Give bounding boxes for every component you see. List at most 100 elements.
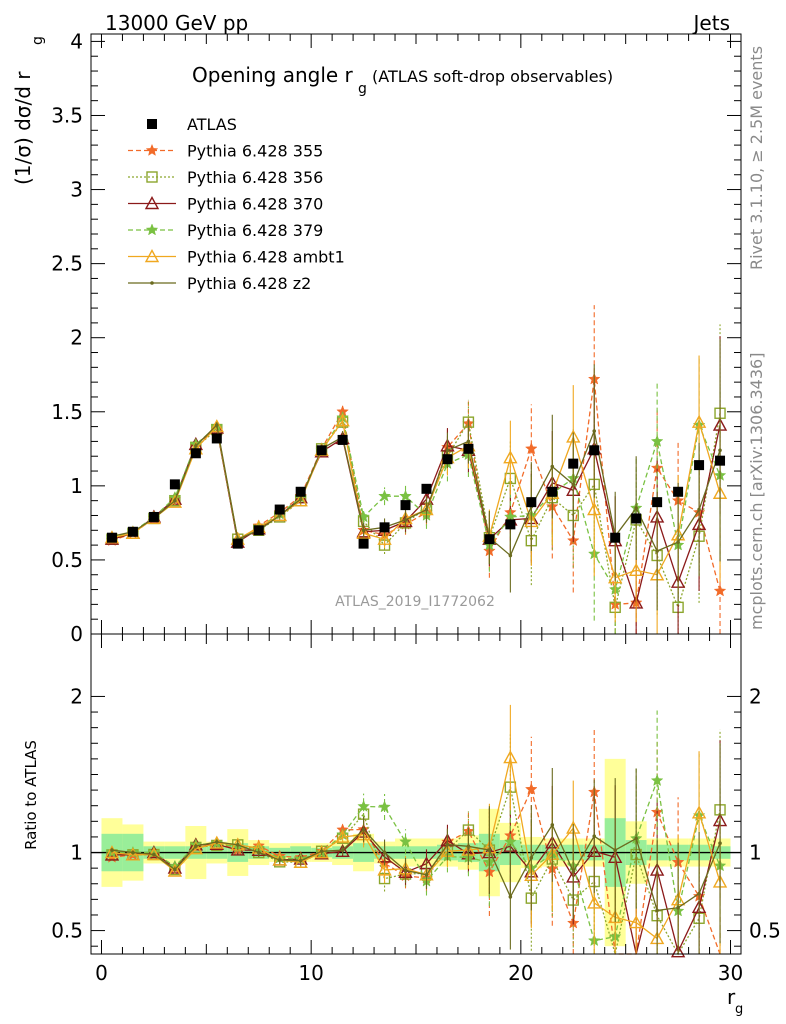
legend-label: ATLAS xyxy=(187,115,237,134)
ratio-point xyxy=(697,891,701,896)
series-5 xyxy=(110,339,722,611)
x-axis-label: r xyxy=(727,985,736,1009)
series-1 xyxy=(106,324,726,634)
ratio-line xyxy=(111,823,721,912)
ratio-point xyxy=(256,850,261,855)
series-line xyxy=(111,416,721,592)
series-point xyxy=(628,562,644,576)
rivet-label: Rivet 3.1.10, ≥ 2.5M events xyxy=(747,46,766,270)
data-point xyxy=(190,448,201,459)
mcplots-label: mcplots.cern.ch [arXiv:1306.3436] xyxy=(747,353,766,630)
ratio-point xyxy=(508,895,513,899)
ratio-tick-label-right: 1 xyxy=(749,841,762,865)
ratio-point xyxy=(335,829,350,843)
ratio-point xyxy=(403,868,408,873)
series-point xyxy=(272,508,287,522)
series-point xyxy=(718,448,722,453)
ratio-point xyxy=(319,849,324,854)
data-point xyxy=(253,525,264,536)
legend-marker xyxy=(150,281,154,285)
legend-label: Pythia 6.428 356 xyxy=(187,168,323,187)
watermark: ATLAS_2019_I1772062 xyxy=(335,594,495,610)
ratio-point xyxy=(592,834,597,838)
ratio-point xyxy=(634,836,638,841)
data-point xyxy=(211,433,222,444)
ratio-frame xyxy=(90,633,742,955)
y-tick-label: 0 xyxy=(70,622,83,646)
series-point xyxy=(466,439,471,444)
series-point xyxy=(377,531,392,545)
data-point xyxy=(715,455,726,466)
main-panel: 0 0.5 1 1.5 2 2.5 3 3.5 4 ATLAS_2019_I1772062 Op… xyxy=(11,29,742,646)
y-tick-label: 4 xyxy=(70,29,83,53)
data-point xyxy=(169,479,180,490)
legend-label: Pythia 6.428 370 xyxy=(187,195,323,214)
legend-marker xyxy=(144,249,160,263)
ratio-point xyxy=(424,873,429,877)
x-tick-label: 30 xyxy=(718,961,743,985)
series-point xyxy=(209,419,224,433)
series-line xyxy=(111,419,721,579)
energy-label: 13000 GeV pp xyxy=(105,11,248,35)
ratio-panel: 0.5 0.51 12 20 10 20 30 Ratio to ATLAS r g xyxy=(22,633,781,1017)
series-point xyxy=(713,584,727,597)
y-tick-label: 3.5 xyxy=(51,103,83,127)
ratio-point xyxy=(298,858,303,863)
series-point xyxy=(587,502,602,516)
main-series-layer xyxy=(104,305,728,634)
legend: ATLAS Pythia 6.428 355 Pythia 6.428 356 Pyt… xyxy=(128,115,345,293)
data-point xyxy=(295,486,306,497)
legend-entry: ATLAS xyxy=(147,115,237,134)
data-point xyxy=(589,445,600,456)
ratio-tick-label-right: 2 xyxy=(749,684,762,708)
series-point xyxy=(424,507,429,512)
data-point xyxy=(148,511,159,522)
main-axes: 0 0.5 1 1.5 2 2.5 3 3.5 4 xyxy=(51,29,741,646)
legend-label: Pythia 6.428 379 xyxy=(187,221,323,240)
legend-entry: Pythia 6.428 355 xyxy=(128,142,323,161)
data-point xyxy=(400,500,411,511)
ratio-point xyxy=(104,845,120,859)
y-tick-label: 1.5 xyxy=(51,400,83,424)
ratio-point xyxy=(676,906,680,910)
ratio-point xyxy=(125,847,141,861)
series-point xyxy=(167,494,183,508)
y-tick-label: 2 xyxy=(70,326,83,350)
ratio-point xyxy=(466,844,471,849)
series-point xyxy=(592,429,597,433)
ratio-tick-label-right: 0.5 xyxy=(749,919,781,943)
chart-title-suffix: (ATLAS soft-drop observables) xyxy=(372,67,613,86)
series-point xyxy=(650,434,664,447)
series-point xyxy=(655,549,659,553)
ratio-point xyxy=(587,895,602,909)
ratio-point xyxy=(628,915,644,929)
series-point xyxy=(608,570,623,584)
series-point xyxy=(445,448,450,453)
series-point xyxy=(293,493,308,507)
data-point xyxy=(526,497,537,508)
legend-marker xyxy=(147,119,157,129)
ratio-point xyxy=(529,855,534,860)
data-point xyxy=(505,519,516,530)
data-point xyxy=(463,443,474,454)
ratio-point xyxy=(194,844,198,848)
series-point xyxy=(571,482,576,487)
data-point xyxy=(694,460,705,471)
data-point xyxy=(358,538,369,549)
legend-label: Pythia 6.428 ambt1 xyxy=(187,248,345,267)
ratio-point xyxy=(670,944,686,958)
data-point xyxy=(547,486,558,497)
ratio-point xyxy=(277,858,282,862)
ratio-point xyxy=(571,869,576,874)
series-line xyxy=(111,423,721,557)
ratio-series-5 xyxy=(110,743,722,954)
series-point xyxy=(697,507,701,512)
ratio-point xyxy=(691,805,707,819)
data-point xyxy=(127,526,138,537)
x-tick-label: 20 xyxy=(508,961,533,985)
ratio-point xyxy=(524,782,538,795)
x-axis-label-subscript: g xyxy=(735,1002,743,1017)
data-point xyxy=(106,532,117,543)
ratio-point xyxy=(377,862,392,876)
